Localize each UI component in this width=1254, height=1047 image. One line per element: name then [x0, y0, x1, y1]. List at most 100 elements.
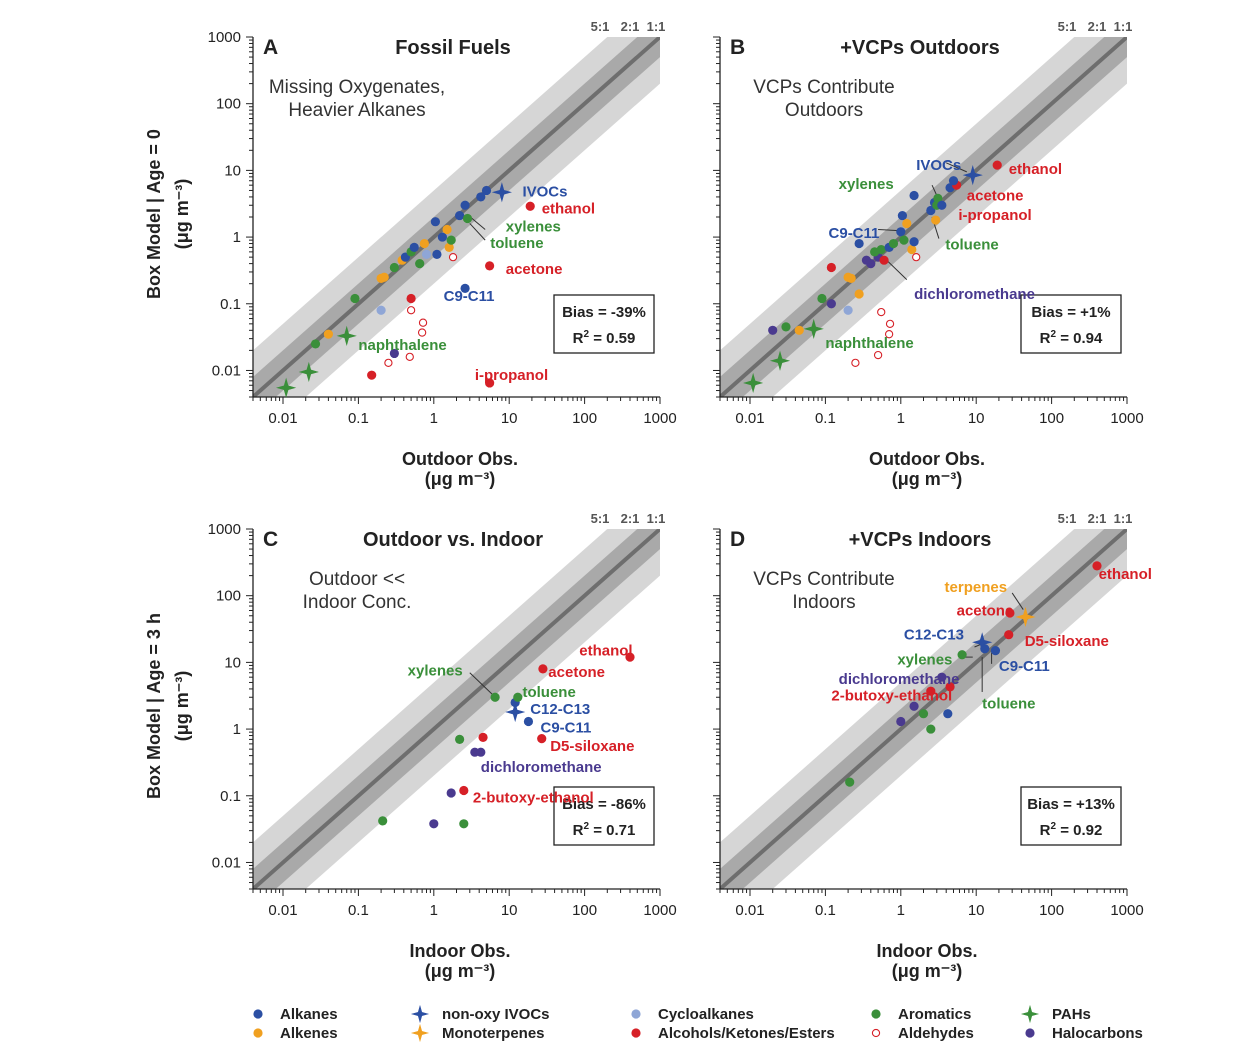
point-label: 2-butoxy-ethanol — [831, 687, 952, 704]
panel-subtitle: VCPs Contribute — [753, 77, 895, 98]
data-point — [794, 325, 804, 335]
point-label: naphthalene — [358, 337, 446, 354]
data-point — [769, 350, 791, 371]
data-point — [537, 733, 547, 744]
data-point — [897, 210, 908, 221]
panel-subtitle: Outdoor << — [309, 569, 405, 590]
x-tick-label: 1 — [430, 410, 438, 427]
point-label: i-propanol — [475, 367, 548, 384]
x-tick-label: 100 — [1039, 410, 1064, 427]
legend-marker — [253, 1028, 263, 1038]
legend-marker — [871, 1009, 881, 1019]
data-point — [843, 305, 853, 315]
data-point — [948, 176, 959, 186]
data-point — [478, 732, 488, 743]
data-point — [491, 182, 512, 203]
data-point — [885, 319, 895, 328]
data-point — [336, 325, 357, 346]
y-axis-label-top: Box Model | Age = 0 — [144, 129, 164, 299]
data-point — [625, 652, 635, 662]
panel-letter: A — [263, 36, 278, 59]
r2-superscript: 2 — [1050, 329, 1056, 340]
panel-letter: D — [730, 528, 745, 551]
point-label: toluene — [522, 684, 575, 701]
r2-superscript: 2 — [1050, 821, 1056, 832]
one-to-one-line — [720, 37, 1127, 397]
data-point — [455, 734, 465, 745]
panel-title: +VCPs Indoors — [849, 529, 992, 551]
r2-symbol: R — [573, 330, 584, 347]
x-axis-label: Outdoor Obs. — [402, 449, 518, 469]
data-point — [957, 650, 967, 660]
point-label: i-propanol — [958, 207, 1031, 224]
data-point — [1092, 561, 1102, 571]
r2-superscript: 2 — [583, 821, 589, 832]
data-point — [912, 253, 921, 262]
point-label: acetone — [957, 602, 1014, 619]
legend: Alkanes Alkenes non-oxy IVOCs Monoterpenes C… — [253, 1004, 1143, 1043]
data-point — [907, 244, 917, 255]
point-label: C12-C13 — [530, 701, 590, 718]
point-label: D5-siloxane — [1025, 633, 1109, 650]
y-tick-label: 1 — [233, 721, 241, 738]
x-axis-unit: (μg m⁻³) — [892, 961, 963, 981]
data-point — [803, 318, 824, 339]
leader-line — [469, 223, 486, 241]
data-point — [444, 242, 454, 253]
y-tick-label: 1000 — [208, 29, 241, 46]
legend-marker — [410, 1023, 430, 1043]
point-label: IVOCs — [522, 184, 567, 201]
stats-box — [1020, 786, 1122, 846]
x-axis-unit: (μg m⁻³) — [425, 469, 496, 489]
x-axis-unit: (μg m⁻³) — [425, 961, 496, 981]
data-point — [743, 372, 764, 394]
leader-line — [945, 162, 967, 173]
data-point — [817, 293, 827, 304]
x-axis-label: Outdoor Obs. — [869, 449, 985, 469]
data-point — [884, 330, 894, 339]
data-point — [933, 193, 943, 204]
data-point — [962, 164, 983, 186]
ratio-label: 1:1 — [1114, 19, 1133, 34]
y-axis-unit-top: (μg m⁻³) — [172, 179, 192, 250]
legend-label: Aldehydes — [898, 1025, 974, 1042]
point-label: terpenes — [945, 579, 1008, 596]
data-point — [417, 328, 427, 337]
data-point — [943, 709, 953, 719]
data-point — [418, 318, 428, 327]
point-label: ethanol — [1009, 161, 1062, 178]
data-point — [896, 716, 906, 727]
point-label: xylenes — [839, 176, 894, 193]
data-point — [896, 227, 906, 237]
leader-line — [886, 259, 908, 281]
data-point — [485, 261, 495, 271]
point-label: toluene — [490, 235, 543, 252]
data-point — [538, 664, 548, 674]
data-point — [990, 646, 1001, 656]
ratio-label: 5:1 — [1058, 511, 1077, 526]
legend-label: Cycloalkanes — [658, 1006, 754, 1023]
point-label: acetone — [967, 188, 1024, 205]
point-label: C12-C13 — [904, 627, 964, 644]
panels: 0.01 0.1 1 10 100 1000 1000 100 10 1 0.1 0.01 5:1 2:1… — [208, 19, 1152, 981]
x-tick-label: 1000 — [1110, 410, 1143, 427]
bias-text: Bias = -86% — [562, 796, 646, 813]
legend-label: Halocarbons — [1052, 1025, 1143, 1042]
data-point — [462, 213, 473, 224]
ratio-label: 2:1 — [621, 511, 640, 526]
x-tick-label: 100 — [1039, 902, 1064, 919]
x-tick-label: 1000 — [1110, 902, 1143, 919]
x-axis-unit: (μg m⁻³) — [892, 469, 963, 489]
data-point — [442, 224, 452, 235]
point-label: toluene — [945, 236, 998, 253]
panel-title: Outdoor vs. Indoor — [363, 529, 543, 551]
data-point — [437, 232, 447, 242]
data-point — [899, 235, 909, 245]
legend-label: Alkenes — [280, 1025, 338, 1042]
data-point — [505, 701, 526, 723]
legend-label: Monoterpenes — [442, 1025, 545, 1042]
data-point — [310, 339, 321, 349]
ratio-label: 2:1 — [621, 19, 640, 34]
data-point — [378, 816, 388, 826]
data-point — [945, 682, 955, 692]
